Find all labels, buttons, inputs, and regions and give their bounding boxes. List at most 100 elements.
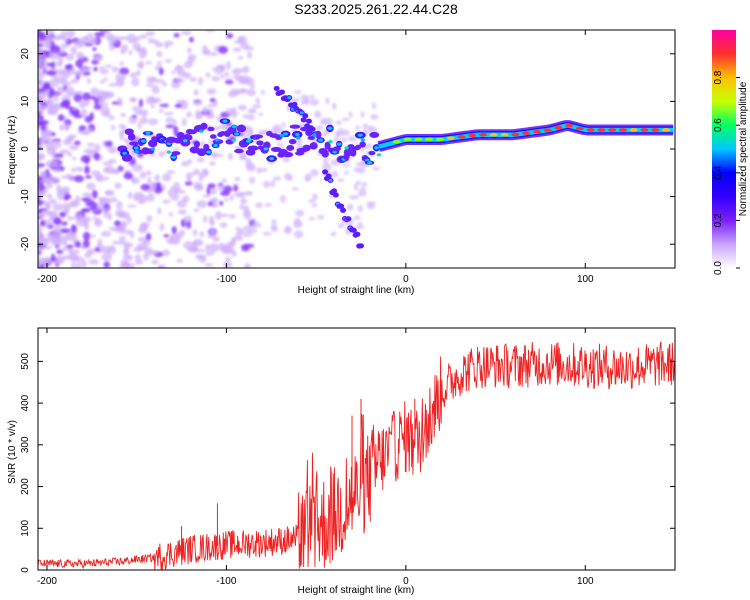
noise-blob	[136, 243, 147, 250]
noise-blob	[219, 222, 228, 229]
noise-blob	[41, 124, 46, 132]
noise-blob	[371, 102, 377, 110]
ridge-blob	[286, 144, 295, 151]
noise-blob	[213, 126, 221, 131]
spectrogram-y-tick-label: 10	[20, 95, 31, 107]
snr-x-label: Height of straight line (km)	[298, 585, 415, 596]
noise-blob	[44, 176, 54, 180]
noise-blob	[348, 111, 353, 118]
noise-blob	[122, 254, 131, 261]
noise-blob	[69, 144, 79, 151]
ridge-blob	[252, 134, 264, 139]
colorbar-tick-label: 0.2	[713, 213, 724, 227]
noise-blob	[173, 33, 180, 38]
noise-blob	[63, 196, 70, 201]
noise-blob	[86, 182, 96, 191]
noise-blob	[161, 81, 168, 87]
ridge-peak	[500, 132, 509, 137]
noise-blob	[103, 261, 111, 268]
noise-blob	[61, 71, 70, 79]
ridge-spot	[182, 139, 188, 143]
noise-blob	[75, 262, 81, 268]
noise-blob	[91, 216, 96, 220]
noise-blob	[215, 211, 222, 220]
ridge-blob	[324, 141, 331, 150]
noise-blob	[309, 94, 315, 99]
noise-blob	[188, 36, 194, 43]
noise-blob	[176, 64, 183, 71]
noise-blob	[192, 100, 203, 106]
noise-blob	[39, 138, 46, 143]
noise-blob	[89, 112, 94, 121]
noise-blob	[202, 49, 211, 56]
ridge-spot	[360, 138, 365, 142]
noise-blob	[74, 71, 81, 77]
noise-blob	[196, 200, 207, 209]
noise-blob	[186, 220, 192, 229]
noise-blob	[94, 143, 101, 153]
noise-blob	[65, 173, 73, 179]
noise-blob	[138, 199, 144, 204]
noise-blob	[76, 51, 82, 60]
noise-blob	[355, 224, 364, 230]
noise-blob	[151, 85, 160, 95]
noise-blob	[118, 236, 127, 242]
noise-blob	[293, 230, 304, 239]
noise-blob	[243, 191, 253, 196]
noise-blob	[66, 30, 76, 38]
ridge-blob	[209, 134, 217, 139]
noise-blob	[38, 257, 50, 264]
noise-blob	[186, 111, 192, 118]
noise-blob	[232, 47, 242, 52]
ridge-blob	[247, 145, 259, 152]
noise-blob	[228, 214, 236, 219]
noise-blob	[249, 176, 256, 184]
noise-blob	[108, 83, 118, 87]
snr-y-tick-label: 300	[20, 436, 31, 453]
noise-blob	[257, 112, 264, 116]
noise-blob	[154, 174, 160, 182]
noise-blob	[192, 229, 198, 237]
ridge-core	[357, 133, 363, 137]
noise-blob	[134, 259, 144, 265]
noise-blob	[69, 249, 80, 255]
noise-blob	[152, 97, 162, 103]
noise-blob	[128, 50, 133, 55]
noise-blob	[171, 80, 181, 89]
ridge-spot	[231, 138, 236, 142]
noise-blob	[230, 250, 237, 257]
snr-x-ticks: -200 -100 0 100	[37, 328, 594, 587]
noise-blob	[82, 92, 92, 101]
ridge-blob	[127, 133, 136, 141]
colorbar-tick-label: 0.6	[713, 118, 724, 132]
noise-blob	[187, 246, 193, 251]
noise-blob	[246, 51, 253, 59]
noise-blob	[310, 168, 319, 177]
ridge-core	[140, 139, 146, 143]
noise-blob	[223, 198, 229, 202]
noise-blob	[235, 226, 241, 232]
noise-blobs	[38, 30, 381, 268]
spectrogram-x-tick-label: 100	[577, 274, 594, 285]
noise-blob	[255, 97, 261, 105]
noise-blob	[293, 90, 302, 95]
ridge-peak	[435, 137, 444, 142]
ridge-core	[374, 146, 380, 150]
ridge-peak	[575, 126, 584, 131]
noise-blob	[179, 229, 186, 237]
snr-x-tick-label: 0	[403, 576, 409, 587]
noise-blob	[82, 239, 90, 248]
spectrogram-x-ticks: -200 -100 0 100	[37, 30, 594, 285]
noise-blob	[66, 135, 75, 141]
noise-blob	[239, 228, 244, 235]
noise-blob	[203, 170, 209, 176]
noise-blob	[231, 75, 242, 79]
noise-blob	[346, 203, 354, 211]
noise-blob	[59, 124, 65, 131]
noise-blob	[321, 163, 332, 171]
noise-blob	[41, 71, 47, 76]
noise-blob	[129, 262, 135, 268]
noise-blob	[38, 78, 43, 88]
noise-blob	[108, 226, 119, 231]
branch-core	[299, 111, 304, 115]
